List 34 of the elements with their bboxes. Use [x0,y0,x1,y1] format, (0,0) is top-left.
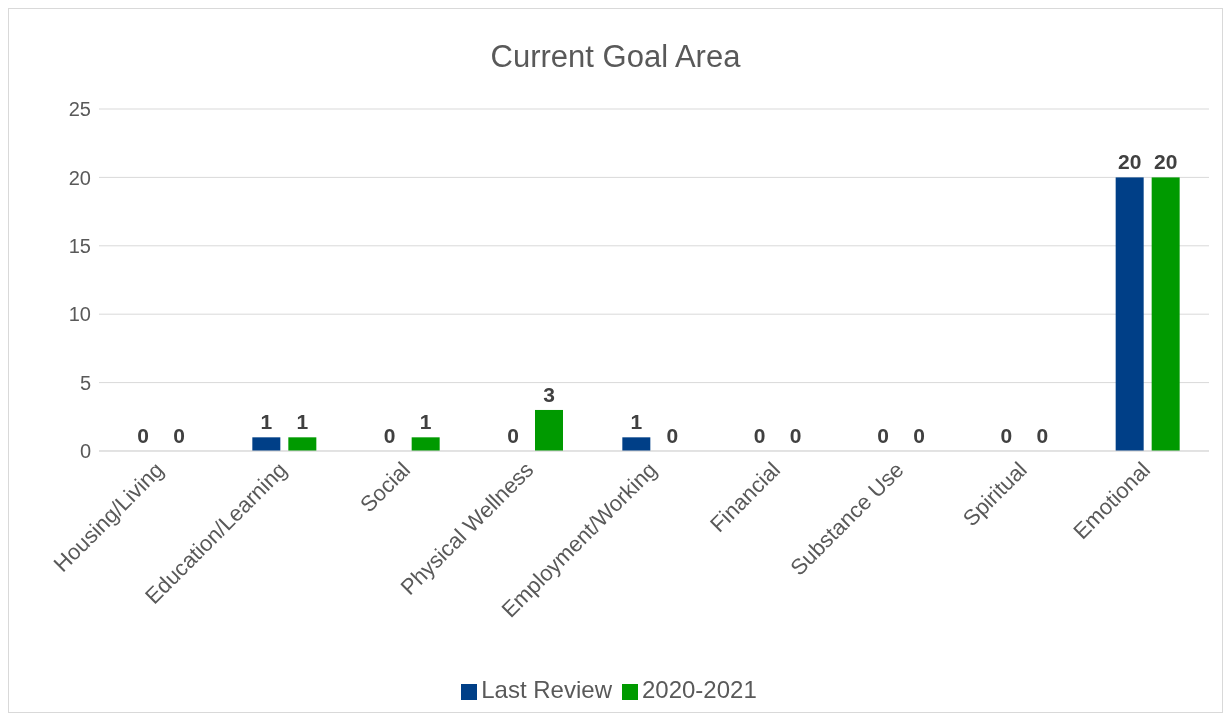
data-label: 20 [1117,150,1142,174]
data-label: 20 [1153,150,1178,174]
bar [622,437,651,451]
data-label: 0 [507,424,519,447]
data-label: 0 [789,424,802,447]
data-label: 1 [296,410,309,434]
data-label: 1 [260,410,273,434]
data-label: 0 [753,424,766,447]
data-label: 0 [383,424,396,447]
bar [252,437,281,451]
y-tick-label: 0 [79,440,91,463]
data-label: 3 [543,382,555,406]
data-label: 0 [877,424,889,447]
legend-label: 2020-2021 [641,676,757,703]
data-label: 0 [137,424,149,447]
data-label: 1 [419,410,432,434]
chart-title: Current Goal Area [489,39,742,76]
bar [411,437,440,451]
y-tick-label: 15 [68,234,91,257]
data-label: 0 [666,424,679,447]
y-tick-label: 20 [68,166,91,189]
data-label: 0 [173,424,185,447]
y-tick-label: 10 [68,303,91,326]
legend-label: Last Review [481,676,612,703]
bar [1151,177,1180,451]
bar [288,437,317,451]
data-label: 1 [630,410,643,434]
data-label: 0 [1000,424,1013,447]
data-label: 0 [1036,424,1049,447]
data-label: 0 [913,424,925,447]
y-tick-label: 25 [68,98,91,121]
bar [1115,177,1144,451]
y-tick-label: 5 [79,371,91,394]
bar [535,409,563,451]
